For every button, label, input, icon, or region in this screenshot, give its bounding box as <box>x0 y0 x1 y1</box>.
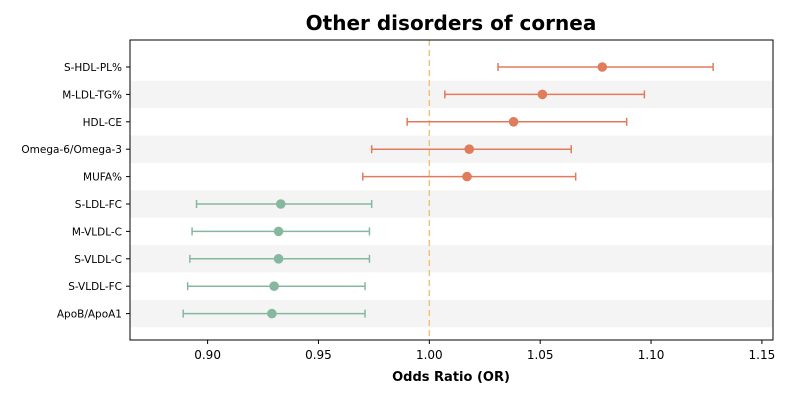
x-axis-label: Odds Ratio (OR) <box>392 370 510 385</box>
forest-row <box>191 226 371 237</box>
y-tick-label: S-VLDL-C <box>74 254 122 266</box>
y-tick-label: ApoB/ApoA1 <box>57 309 122 321</box>
point-estimate <box>267 308 277 319</box>
point-estimate <box>537 89 548 100</box>
chart-title: Other disorders of cornea <box>306 11 597 35</box>
y-tick-label: HDL-CE <box>83 117 122 129</box>
point-estimate <box>464 144 475 154</box>
point-estimate <box>508 117 519 127</box>
point-estimate <box>273 226 284 237</box>
forest-row <box>186 281 366 292</box>
y-tick-label: M-VLDL-C <box>72 226 122 238</box>
x-tick-label: 0.95 <box>305 348 332 362</box>
x-tick-label: 1.00 <box>416 348 443 362</box>
y-axis: S-HDL-PL% M-LDL-TG% HDL-CE Omega-6/Omega-3 M… <box>21 62 130 321</box>
x-tick-label: 1.05 <box>527 348 554 362</box>
forest-row <box>497 62 714 72</box>
forest-row <box>189 253 371 264</box>
forest-row <box>362 171 577 182</box>
x-tick-label: 1.10 <box>638 348 665 362</box>
point-estimate <box>273 253 284 264</box>
y-tick-label: Omega-6/Omega-3 <box>21 144 122 156</box>
forest-row <box>182 308 366 319</box>
x-axis: 0.90 0.95 1.00 1.05 1.10 1.15 <box>194 340 775 362</box>
forest-row <box>370 144 572 154</box>
y-tick-label: MUFA% <box>83 172 122 184</box>
y-tick-label: S-HDL-PL% <box>64 62 122 74</box>
forest-row <box>444 89 646 100</box>
forest-row <box>406 117 628 127</box>
point-estimate <box>462 171 472 182</box>
point-estimate <box>269 281 279 292</box>
forest-row <box>195 199 373 209</box>
point-estimate <box>597 62 608 72</box>
x-tick-label: 1.15 <box>749 348 776 362</box>
data-rows <box>182 62 714 319</box>
point-estimate <box>275 199 286 209</box>
y-tick-label: S-VLDL-FC <box>68 281 122 293</box>
y-tick-label: S-LDL-FC <box>75 199 122 211</box>
x-tick-label: 0.90 <box>194 348 221 362</box>
y-tick-label: M-LDL-TG% <box>62 89 122 101</box>
plot-frame <box>129 39 774 341</box>
